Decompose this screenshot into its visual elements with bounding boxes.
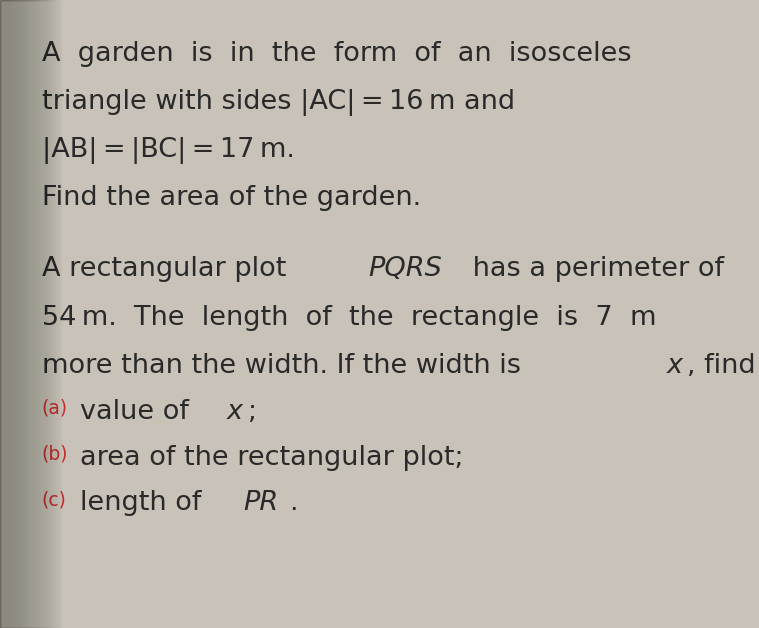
Bar bbox=[0, 0, 4, 628]
Bar bbox=[0, 0, 2, 628]
Text: x: x bbox=[227, 399, 243, 425]
Bar bbox=[0, 0, 57, 628]
Text: ;: ; bbox=[247, 399, 257, 425]
Bar bbox=[0, 0, 34, 628]
Text: (c): (c) bbox=[42, 490, 67, 509]
Bar bbox=[0, 0, 12, 628]
Bar bbox=[0, 0, 24, 628]
Text: value of: value of bbox=[80, 399, 194, 425]
Bar bbox=[0, 0, 43, 628]
Bar bbox=[0, 0, 58, 628]
Bar bbox=[0, 0, 40, 628]
Bar bbox=[0, 0, 52, 628]
Bar bbox=[0, 0, 20, 628]
Bar bbox=[0, 0, 55, 628]
Bar bbox=[0, 0, 49, 628]
Text: (a): (a) bbox=[42, 399, 68, 418]
Text: more than the width. If the width is: more than the width. If the width is bbox=[42, 353, 526, 379]
Bar bbox=[0, 0, 45, 628]
Text: PR: PR bbox=[243, 490, 279, 516]
Bar bbox=[0, 0, 51, 628]
Text: |AB| = |BC| = 17 m.: |AB| = |BC| = 17 m. bbox=[42, 137, 294, 164]
Bar bbox=[0, 0, 33, 628]
Bar bbox=[0, 0, 28, 628]
Text: (b): (b) bbox=[42, 445, 68, 463]
Text: 54 m.  The  length  of  the  rectangle  is  7  m: 54 m. The length of the rectangle is 7 m bbox=[42, 305, 657, 330]
Text: A rectangular plot: A rectangular plot bbox=[42, 256, 294, 282]
Bar bbox=[0, 0, 16, 628]
Bar bbox=[0, 0, 8, 628]
Text: .: . bbox=[288, 490, 298, 516]
Text: triangle with sides |AC| = 16 m and: triangle with sides |AC| = 16 m and bbox=[42, 89, 515, 116]
Bar bbox=[0, 0, 18, 628]
Bar bbox=[0, 0, 46, 628]
Bar bbox=[0, 0, 27, 628]
Text: has a perimeter of: has a perimeter of bbox=[464, 256, 723, 282]
Bar bbox=[0, 0, 22, 628]
Bar bbox=[0, 0, 30, 628]
Bar bbox=[0, 0, 6, 628]
Text: length of: length of bbox=[80, 490, 206, 516]
Text: area of the rectangular plot;: area of the rectangular plot; bbox=[80, 445, 463, 470]
Bar bbox=[0, 0, 10, 628]
Text: x: x bbox=[666, 353, 683, 379]
Text: , find the: , find the bbox=[688, 353, 759, 379]
Text: Find the area of the garden.: Find the area of the garden. bbox=[42, 185, 421, 210]
Bar bbox=[0, 0, 39, 628]
Text: A  garden  is  in  the  form  of  an  isosceles: A garden is in the form of an isosceles bbox=[42, 41, 631, 67]
Text: PQRS: PQRS bbox=[368, 256, 442, 282]
Bar bbox=[0, 0, 14, 628]
Bar bbox=[0, 0, 61, 628]
Bar bbox=[0, 0, 36, 628]
